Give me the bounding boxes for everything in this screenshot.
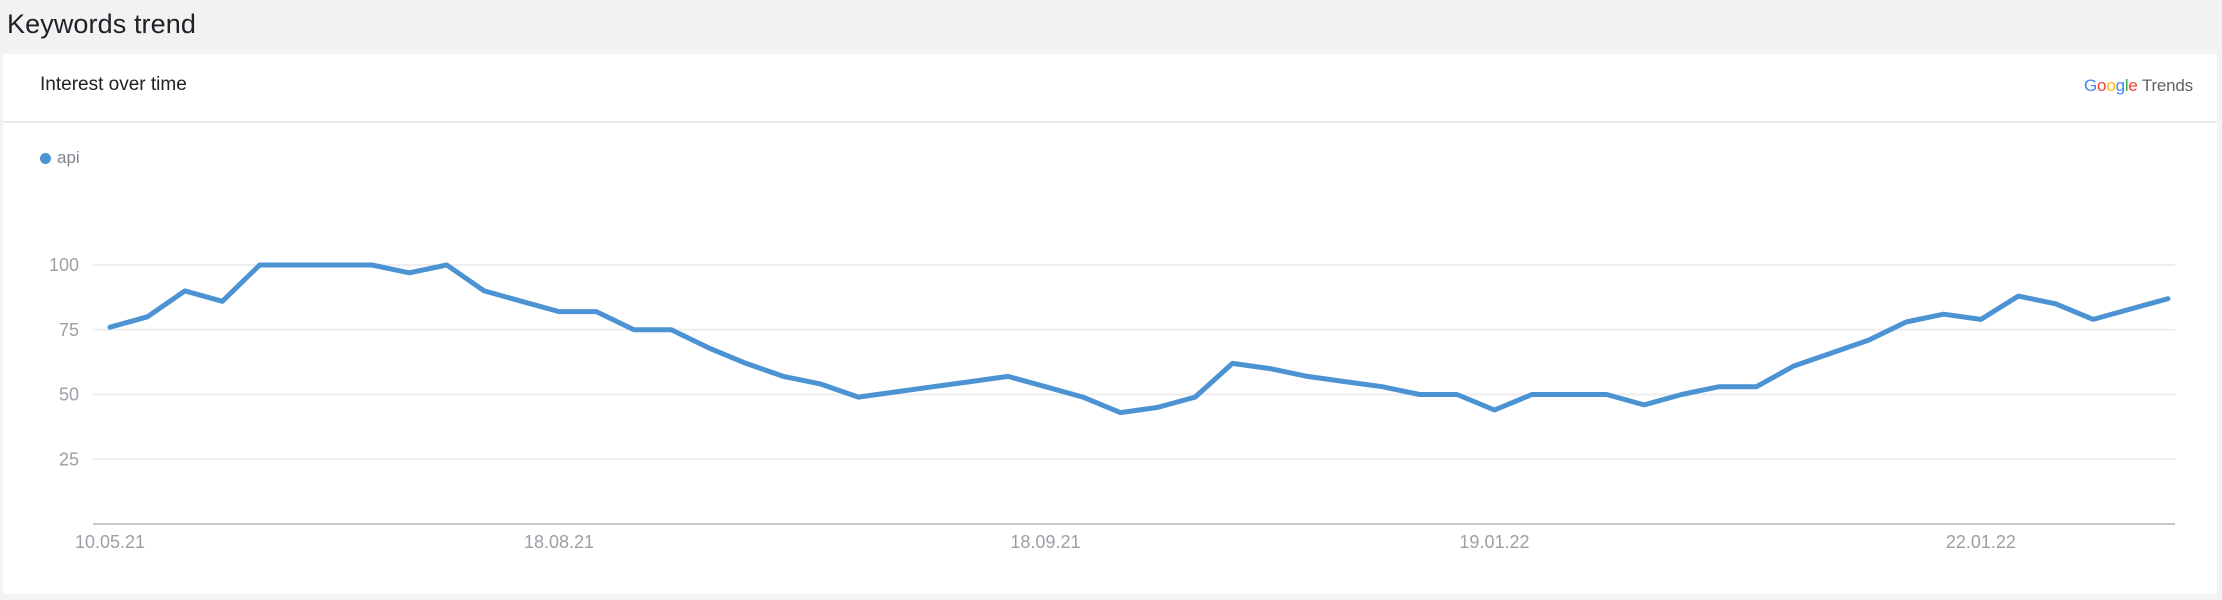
- brand-letter: G: [2084, 76, 2098, 95]
- series-line-api: [107, 262, 2171, 416]
- x-tick-label: 10.05.21: [75, 532, 145, 552]
- y-tick-label: 25: [59, 449, 79, 469]
- y-tick-label: 100: [49, 255, 79, 275]
- card-header: Interest over time Google Trends: [3, 54, 2217, 123]
- brand-letter: o: [2106, 76, 2116, 95]
- brand-letter: o: [2097, 76, 2107, 95]
- y-tick-label: 75: [59, 320, 79, 340]
- y-tick-label: 50: [59, 385, 79, 405]
- page-header: Keywords trend: [0, 0, 2222, 52]
- google-trends-logo[interactable]: Google Trends: [2084, 76, 2193, 96]
- interest-over-time-card: Interest over time Google Trends api 25 5…: [3, 54, 2217, 594]
- x-tick-label: 19.01.22: [1459, 532, 1529, 552]
- legend-marker: [40, 152, 51, 164]
- line-chart[interactable]: 25 50 75 100 10.05.21 18.08.21 18.09.21 19.01.2…: [3, 54, 2217, 594]
- brand-letter: l: [2124, 76, 2129, 95]
- x-tick-label: 22.01.22: [1946, 532, 2016, 552]
- page-title: Keywords trend: [7, 9, 196, 39]
- x-tick-label: 18.08.21: [524, 532, 594, 552]
- legend-label: api: [57, 148, 80, 167]
- brand-word: Trends: [2141, 76, 2193, 95]
- chart-legend[interactable]: api: [40, 148, 80, 168]
- brand-letter: g: [2115, 76, 2125, 95]
- card-title: Interest over time: [40, 74, 187, 95]
- x-tick-label: 18.09.21: [1010, 532, 1080, 552]
- brand-letter: e: [2128, 76, 2138, 95]
